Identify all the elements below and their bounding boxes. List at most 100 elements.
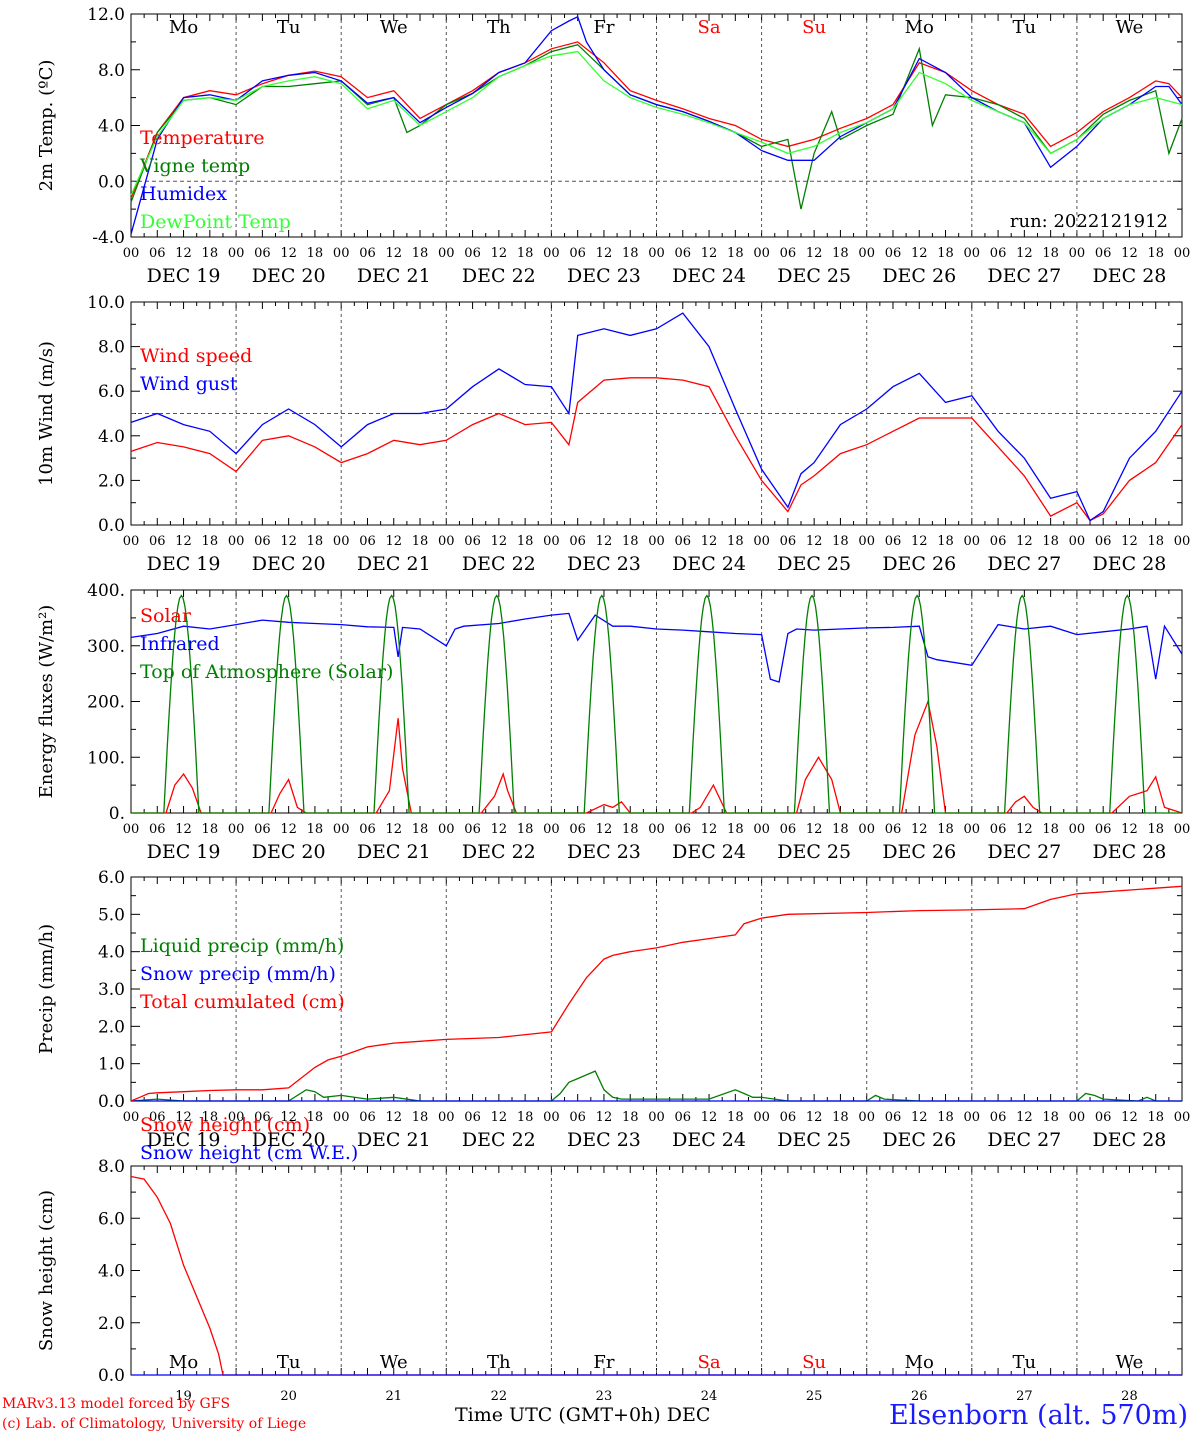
hour-tick-label: 06 [780, 1110, 797, 1125]
hour-tick-label: 12 [491, 822, 508, 837]
date-label: DEC 26 [882, 841, 956, 863]
y-tick-label: 400. [87, 581, 125, 601]
hour-tick-label: 06 [149, 534, 166, 549]
hour-tick-label: 12 [491, 1110, 508, 1125]
hour-tick-label: 00 [753, 246, 770, 261]
legend-entry: Solar [140, 605, 192, 627]
date-label: DEC 24 [672, 265, 746, 287]
day-name: We [1116, 1352, 1144, 1373]
hour-tick-label: 00 [228, 534, 245, 549]
hour-tick-label: 18 [202, 1110, 219, 1125]
hour-tick-label: 18 [1147, 246, 1164, 261]
hour-tick-label: 00 [858, 822, 875, 837]
y-tick-label: 2.0 [98, 471, 125, 491]
legend-entry: Wind gust [140, 373, 238, 395]
hour-tick-label: 18 [1147, 822, 1164, 837]
hour-tick-label: 12 [1016, 246, 1033, 261]
hour-tick-label: 00 [648, 246, 665, 261]
hour-tick-label: 06 [675, 534, 692, 549]
date-label: DEC 24 [672, 1129, 746, 1151]
hour-tick-label: 06 [780, 822, 797, 837]
y-tick-label: 6.0 [98, 382, 125, 402]
y-tick-label: 4.0 [98, 1262, 125, 1282]
legend-entry: Total cumulated (cm) [140, 991, 345, 1013]
date-label: DEC 26 [882, 265, 956, 287]
hour-tick-label: 06 [990, 822, 1007, 837]
date-label: DEC 28 [1093, 1129, 1167, 1151]
day-name: We [380, 17, 408, 38]
hour-tick-label: 18 [727, 1110, 744, 1125]
legend-entry: DewPoint Temp [140, 211, 291, 233]
x-axis-title: Time UTC (GMT+0h) DEC [455, 1404, 711, 1426]
day-number: 19 [175, 1389, 192, 1404]
legend-entry: Top of Atmosphere (Solar) [140, 661, 393, 683]
hour-tick-label: 12 [280, 246, 297, 261]
legend-entry: Humidex [140, 183, 227, 205]
hour-tick-label: 00 [333, 534, 350, 549]
hour-tick-label: 06 [254, 1110, 271, 1125]
day-name: Fr [593, 17, 614, 38]
hour-tick-label: 18 [727, 246, 744, 261]
date-label: DEC 21 [357, 1129, 431, 1151]
hour-tick-label: 00 [648, 822, 665, 837]
hour-tick-label: 06 [359, 822, 376, 837]
y-tick-label: 6.0 [98, 868, 125, 888]
hour-tick-label: 00 [543, 822, 560, 837]
hour-tick-label: 18 [1042, 534, 1059, 549]
hour-tick-label: 06 [464, 534, 481, 549]
hour-tick-label: 00 [333, 246, 350, 261]
date-label: DEC 19 [147, 553, 221, 575]
hour-tick-label: 00 [228, 246, 245, 261]
day-number: 24 [701, 1389, 718, 1404]
hour-tick-label: 06 [149, 1110, 166, 1125]
day-number: 20 [280, 1389, 297, 1404]
hour-tick-label: 12 [385, 1110, 402, 1125]
hour-tick-label: 12 [596, 822, 613, 837]
date-label: DEC 19 [147, 1129, 221, 1151]
day-number: 25 [806, 1389, 823, 1404]
hour-tick-label: 18 [1147, 1110, 1164, 1125]
legend-entry: Snow precip (mm/h) [140, 963, 336, 985]
hour-tick-label: 00 [228, 822, 245, 837]
hour-tick-label: 00 [648, 534, 665, 549]
series-line-wind-speed [130, 377, 1183, 522]
hour-tick-label: 06 [254, 534, 271, 549]
hour-tick-label: 00 [1069, 1110, 1086, 1125]
hour-tick-label: 00 [123, 1110, 140, 1125]
hour-tick-label: 18 [517, 534, 534, 549]
hour-tick-label: 12 [175, 534, 192, 549]
hour-tick-label: 12 [175, 246, 192, 261]
legend-entry: Liquid precip (mm/h) [140, 935, 344, 957]
hour-tick-label: 00 [1174, 246, 1191, 261]
day-name: Su [802, 1352, 826, 1373]
hour-tick-label: 00 [753, 822, 770, 837]
hour-tick-label: 12 [701, 246, 718, 261]
series-line-infrared [130, 612, 1183, 683]
hour-tick-label: 00 [1069, 534, 1086, 549]
panel-snow: 0.0 2.0 4.0 6.0 8.0 Snow height (cm) Snow heig… [36, 1114, 1183, 1404]
legend-entry: Infrared [140, 633, 220, 655]
hour-tick-label: 06 [675, 1110, 692, 1125]
panel-precip: 0.0 1.0 2.0 3.0 4.0 5.0 6.0 Precip (mm/h) Liquid… [36, 868, 1190, 1151]
hour-tick-label: 00 [648, 1110, 665, 1125]
hour-tick-label: 18 [622, 246, 639, 261]
y-tick-label: 2.0 [98, 1017, 125, 1037]
hour-tick-label: 12 [280, 1110, 297, 1125]
hour-tick-label: 00 [858, 534, 875, 549]
hour-tick-label: 06 [464, 822, 481, 837]
plot-frame [130, 13, 1183, 238]
station-name: Elsenborn (alt. 570m) [889, 1400, 1188, 1431]
hour-tick-label: 00 [438, 1110, 455, 1125]
date-label: DEC 21 [357, 841, 431, 863]
hour-tick-label: 06 [254, 246, 271, 261]
hour-tick-label: 00 [438, 246, 455, 261]
hour-tick-label: 12 [1016, 534, 1033, 549]
hour-tick-label: 00 [753, 1110, 770, 1125]
date-label: DEC 20 [252, 1129, 326, 1151]
hour-tick-label: 18 [412, 822, 429, 837]
hour-tick-label: 12 [911, 1110, 928, 1125]
hour-tick-label: 18 [937, 534, 954, 549]
hour-tick-label: 12 [280, 822, 297, 837]
date-label: DEC 25 [777, 553, 851, 575]
hour-tick-label: 12 [806, 1110, 823, 1125]
